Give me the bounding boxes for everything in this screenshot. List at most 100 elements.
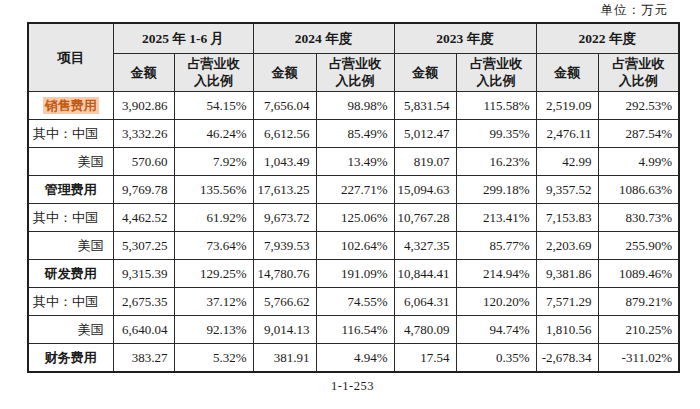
ratio-cell: 85.49% — [316, 120, 394, 148]
ratio-cell: 830.73% — [598, 204, 679, 232]
corner-header: 项目 — [28, 23, 113, 92]
ratio-cell: 5.32% — [174, 344, 253, 373]
amount-cell: 5,307.25 — [113, 232, 174, 260]
expense-table: 项目 2025 年 1-6 月 2024 年度 2023 年度 2022 年度 … — [27, 22, 680, 373]
ratio-cell: 61.92% — [174, 204, 253, 232]
ratio-cell: 115.58% — [456, 92, 536, 120]
sub-header-ratio-text: 占营业收入比例 — [184, 56, 244, 89]
amount-cell: 2,675.35 — [113, 288, 174, 316]
ratio-cell: 299.18% — [456, 176, 536, 204]
ratio-cell: 92.13% — [174, 316, 253, 344]
sub-header-row: 金额 占营业收入比例 金额 占营业收入比例 金额 占营业收入比例 金额 占营业收… — [28, 54, 679, 92]
table-row: 其中：中国3,332.2646.24%6,612.5685.49%5,012.4… — [28, 120, 679, 148]
ratio-cell: 210.25% — [598, 316, 679, 344]
ratio-cell: 99.35% — [456, 120, 536, 148]
amount-cell: 4,462.52 — [113, 204, 174, 232]
amount-cell: 819.07 — [394, 148, 456, 176]
amount-cell: 3,332.26 — [113, 120, 174, 148]
sub-header-ratio: 占营业收入比例 — [174, 54, 253, 92]
ratio-cell: 116.54% — [316, 316, 394, 344]
sub-header-ratio-text: 占营业收入比例 — [608, 56, 668, 89]
table-body: 销售费用 3,902.8654.15%7,656.0498.98%5,831.54… — [28, 92, 679, 373]
sub-header-amount: 金额 — [394, 54, 456, 92]
ratio-cell: 98.98% — [316, 92, 394, 120]
amount-cell: 10,844.41 — [394, 260, 456, 288]
sub-header-ratio-text: 占营业收入比例 — [325, 56, 385, 89]
amount-cell: 7,571.29 — [536, 288, 598, 316]
amount-cell: 7,939.53 — [253, 232, 316, 260]
period-header-2025: 2025 年 1-6 月 — [113, 23, 253, 54]
ratio-cell: 54.15% — [174, 92, 253, 120]
amount-cell: 7,656.04 — [253, 92, 316, 120]
amount-cell: 5,831.54 — [394, 92, 456, 120]
table-row: 管理费用9,769.78135.56%17,613.25227.71%15,09… — [28, 176, 679, 204]
table-row: 美国570.607.92%1,043.4913.49%819.0716.23%4… — [28, 148, 679, 176]
row-label: 美国 — [28, 148, 113, 176]
amount-cell: 15,094.63 — [394, 176, 456, 204]
ratio-cell: 125.06% — [316, 204, 394, 232]
ratio-cell: -311.02% — [598, 344, 679, 373]
table-row: 美国6,640.0492.13%9,014.13116.54%4,780.099… — [28, 316, 679, 344]
ratio-cell: 46.24% — [174, 120, 253, 148]
period-header-2024: 2024 年度 — [253, 23, 394, 54]
ratio-cell: 213.41% — [456, 204, 536, 232]
table-row: 研发费用9,315.39129.25%14,780.76191.09%10,84… — [28, 260, 679, 288]
amount-cell: 5,766.62 — [253, 288, 316, 316]
ratio-cell: 16.23% — [456, 148, 536, 176]
row-label: 管理费用 — [28, 176, 113, 204]
row-label: 其中：中国 — [28, 204, 113, 232]
table-header: 项目 2025 年 1-6 月 2024 年度 2023 年度 2022 年度 … — [28, 23, 679, 92]
row-label: 其中：中国 — [28, 288, 113, 316]
row-label: 研发费用 — [28, 260, 113, 288]
sub-header-amount: 金额 — [536, 54, 598, 92]
amount-cell: 14,780.76 — [253, 260, 316, 288]
amount-cell: 2,476.11 — [536, 120, 598, 148]
ratio-cell: 7.92% — [174, 148, 253, 176]
amount-cell: -2,678.34 — [536, 344, 598, 373]
amount-cell: 10,767.28 — [394, 204, 456, 232]
ratio-cell: 13.49% — [316, 148, 394, 176]
ratio-cell: 191.09% — [316, 260, 394, 288]
page-number: 1-1-253 — [27, 379, 678, 394]
ratio-cell: 74.55% — [316, 288, 394, 316]
ratio-cell: 37.12% — [174, 288, 253, 316]
amount-cell: 1,043.49 — [253, 148, 316, 176]
ratio-cell: 0.35% — [456, 344, 536, 373]
highlighted-row-label: 销售费用 — [43, 97, 99, 114]
table-row: 其中：中国4,462.5261.92%9,673.72125.06%10,767… — [28, 204, 679, 232]
ratio-cell: 255.90% — [598, 232, 679, 260]
ratio-cell: 1089.46% — [598, 260, 679, 288]
sub-header-amount: 金额 — [113, 54, 174, 92]
unit-label: 单位：万元 — [27, 2, 678, 22]
ratio-cell: 879.21% — [598, 288, 679, 316]
ratio-cell: 4.94% — [316, 344, 394, 373]
ratio-cell: 120.20% — [456, 288, 536, 316]
ratio-cell: 227.71% — [316, 176, 394, 204]
amount-cell: 42.99 — [536, 148, 598, 176]
row-label: 其中：中国 — [28, 120, 113, 148]
amount-cell: 570.60 — [113, 148, 174, 176]
amount-cell: 3,902.86 — [113, 92, 174, 120]
amount-cell: 17.54 — [394, 344, 456, 373]
row-label: 美国 — [28, 316, 113, 344]
period-header-2022: 2022 年度 — [536, 23, 679, 54]
ratio-cell: 129.25% — [174, 260, 253, 288]
amount-cell: 9,381.86 — [536, 260, 598, 288]
sub-header-ratio: 占营业收入比例 — [316, 54, 394, 92]
row-label: 财务费用 — [28, 344, 113, 373]
ratio-cell: 4.99% — [598, 148, 679, 176]
ratio-cell: 1086.63% — [598, 176, 679, 204]
amount-cell: 4,780.09 — [394, 316, 456, 344]
amount-cell: 6,064.31 — [394, 288, 456, 316]
ratio-cell: 214.94% — [456, 260, 536, 288]
ratio-cell: 292.53% — [598, 92, 679, 120]
amount-cell: 6,612.56 — [253, 120, 316, 148]
amount-cell: 5,012.47 — [394, 120, 456, 148]
sub-header-amount: 金额 — [253, 54, 316, 92]
row-label: 销售费用 — [28, 92, 113, 120]
amount-cell: 2,519.09 — [536, 92, 598, 120]
amount-cell: 9,315.39 — [113, 260, 174, 288]
amount-cell: 6,640.04 — [113, 316, 174, 344]
sub-header-ratio: 占营业收入比例 — [598, 54, 679, 92]
amount-cell: 2,203.69 — [536, 232, 598, 260]
